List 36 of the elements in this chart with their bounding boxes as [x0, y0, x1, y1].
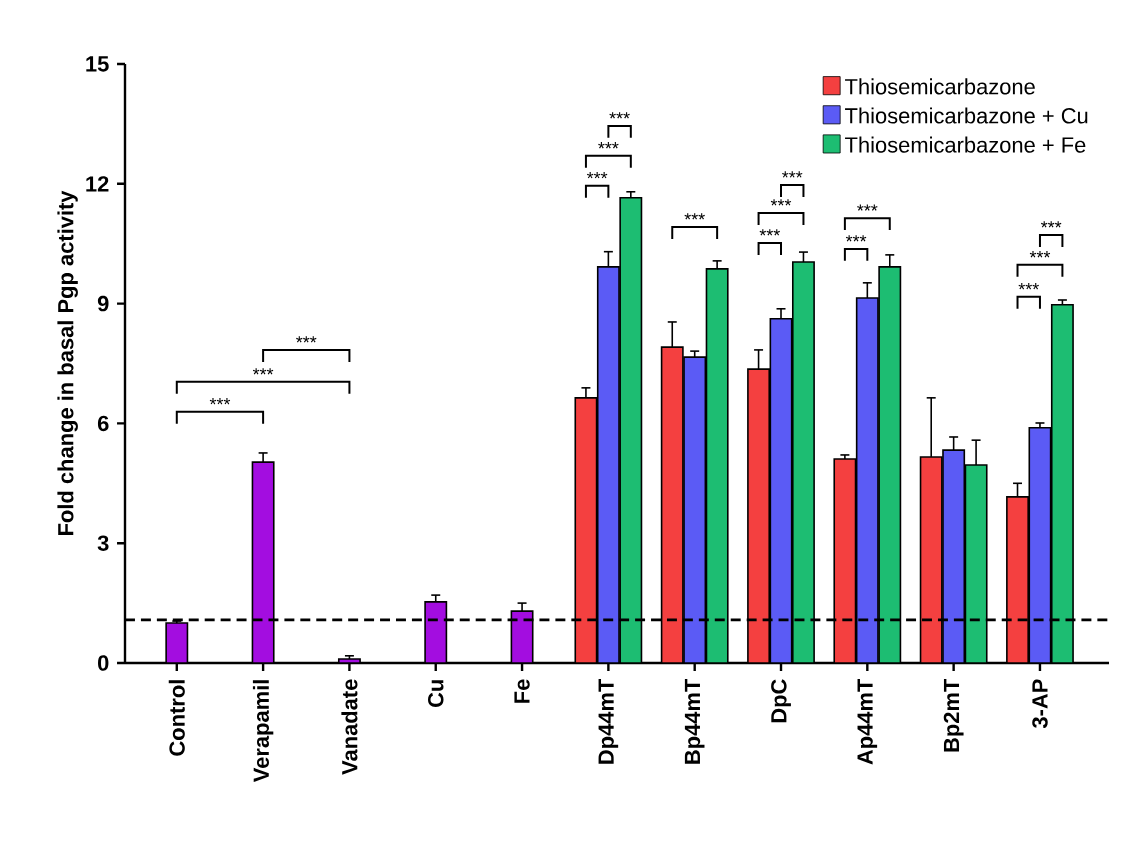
x-tick-label: Ap44mT: [857, 678, 878, 765]
annotation: ***: [857, 204, 878, 211]
legend-label: Thiosemicarbazone + Cu: [845, 107, 1088, 124]
annotation: ***: [782, 171, 803, 178]
legend-label: Thiosemicarbazone: [845, 78, 1035, 95]
x-tick-label: Cu: [428, 680, 444, 707]
y-tick-label: 0: [98, 655, 109, 671]
y-tick-label: 3: [97, 535, 109, 551]
x-tick-label: DpC: [771, 679, 791, 723]
x-tick-label: Dp44mT: [598, 678, 619, 764]
y-tick-label: 12: [86, 176, 109, 192]
annotation: ***: [296, 336, 317, 343]
y-tick-label: 9: [97, 295, 109, 312]
annotation: ***: [252, 368, 274, 375]
annotation: ***: [609, 112, 630, 119]
y-tick-label: 15: [86, 56, 109, 72]
x-tick-label: Verapamil: [252, 680, 274, 783]
x-tick-label: Bp2mT: [943, 678, 964, 752]
annotation: ***: [1041, 221, 1062, 228]
annotation: ***: [759, 229, 780, 236]
annotation: ***: [845, 235, 867, 242]
annotation: ***: [586, 172, 608, 179]
annotation: ***: [598, 142, 619, 149]
x-tick-label: Vanadate: [341, 679, 358, 775]
x-tick-label: Bp44mT: [684, 678, 705, 764]
legend-label: Thiosemicarbazone + Fe: [845, 136, 1086, 153]
annotation: ***: [770, 199, 792, 206]
y-tick-label: 6: [97, 415, 109, 432]
annotation: ***: [684, 213, 705, 220]
x-tick-label: Control: [168, 680, 185, 756]
annotation: ***: [1018, 283, 1039, 290]
y-axis-title: Fold change in basal Pgp activity: [57, 190, 78, 535]
x-tick-label: Fe: [514, 679, 530, 703]
x-tick-label: 3-AP: [1032, 679, 1048, 729]
annotation: ***: [1029, 251, 1051, 258]
annotation: ***: [209, 398, 231, 405]
